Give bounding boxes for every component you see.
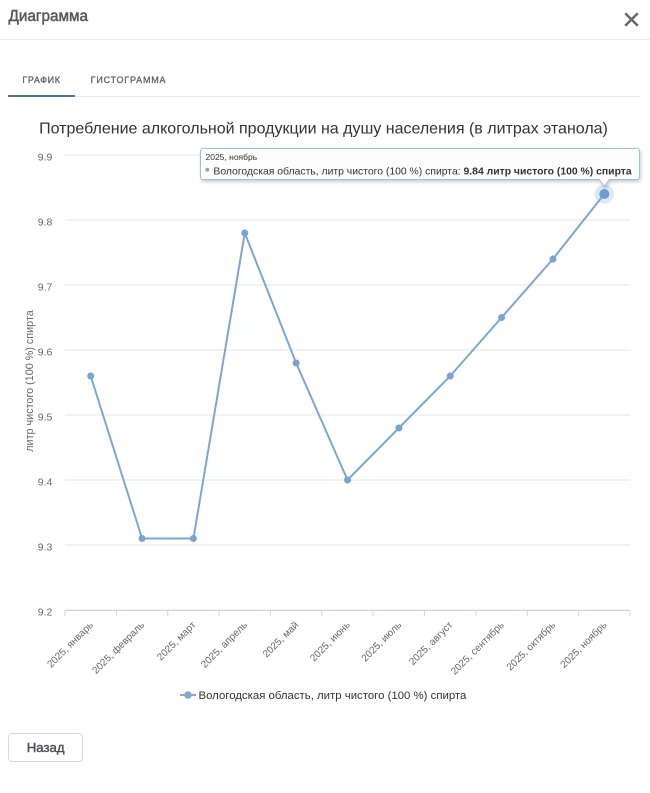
svg-text:2025, январь: 2025, январь [45,620,95,670]
svg-text:2025, ноябрь: 2025, ноябрь [206,152,258,162]
svg-text:2025, июль: 2025, июль [360,620,404,664]
svg-text:2025, март: 2025, март [155,620,199,664]
svg-text:9.8: 9.8 [38,217,53,229]
svg-text:9.7: 9.7 [38,282,53,294]
svg-text:9.4: 9.4 [38,477,53,489]
svg-text:2025, октябрь: 2025, октябрь [504,619,558,673]
svg-text:Вологодская область, литр чист: Вологодская область, литр чистого (100 %… [199,690,468,702]
svg-text:2025, август: 2025, август [407,620,455,668]
svg-text:2025, май: 2025, май [261,620,301,660]
svg-text:9.2: 9.2 [38,607,53,619]
svg-text:литр чистого (100 %) спирта: литр чистого (100 %) спирта [24,310,36,452]
svg-text:2025, июнь: 2025, июнь [308,620,352,664]
svg-text:9.9: 9.9 [38,152,53,164]
svg-text:2025, ноябрь: 2025, ноябрь [558,619,609,670]
svg-text:Потребление алкогольной продук: Потребление алкогольной продукции на душ… [39,121,608,138]
svg-text:9.3: 9.3 [38,542,53,554]
svg-text:9.6: 9.6 [38,347,53,359]
svg-text:Вологодская область, литр чист: Вологодская область, литр чистого (100 %… [213,166,631,178]
svg-text:2025, февраль: 2025, февраль [90,619,147,676]
svg-text:2025, апрель: 2025, апрель [199,620,250,671]
svg-text:9.5: 9.5 [38,412,53,424]
svg-text:2025, сентябрь: 2025, сентябрь [448,619,506,677]
